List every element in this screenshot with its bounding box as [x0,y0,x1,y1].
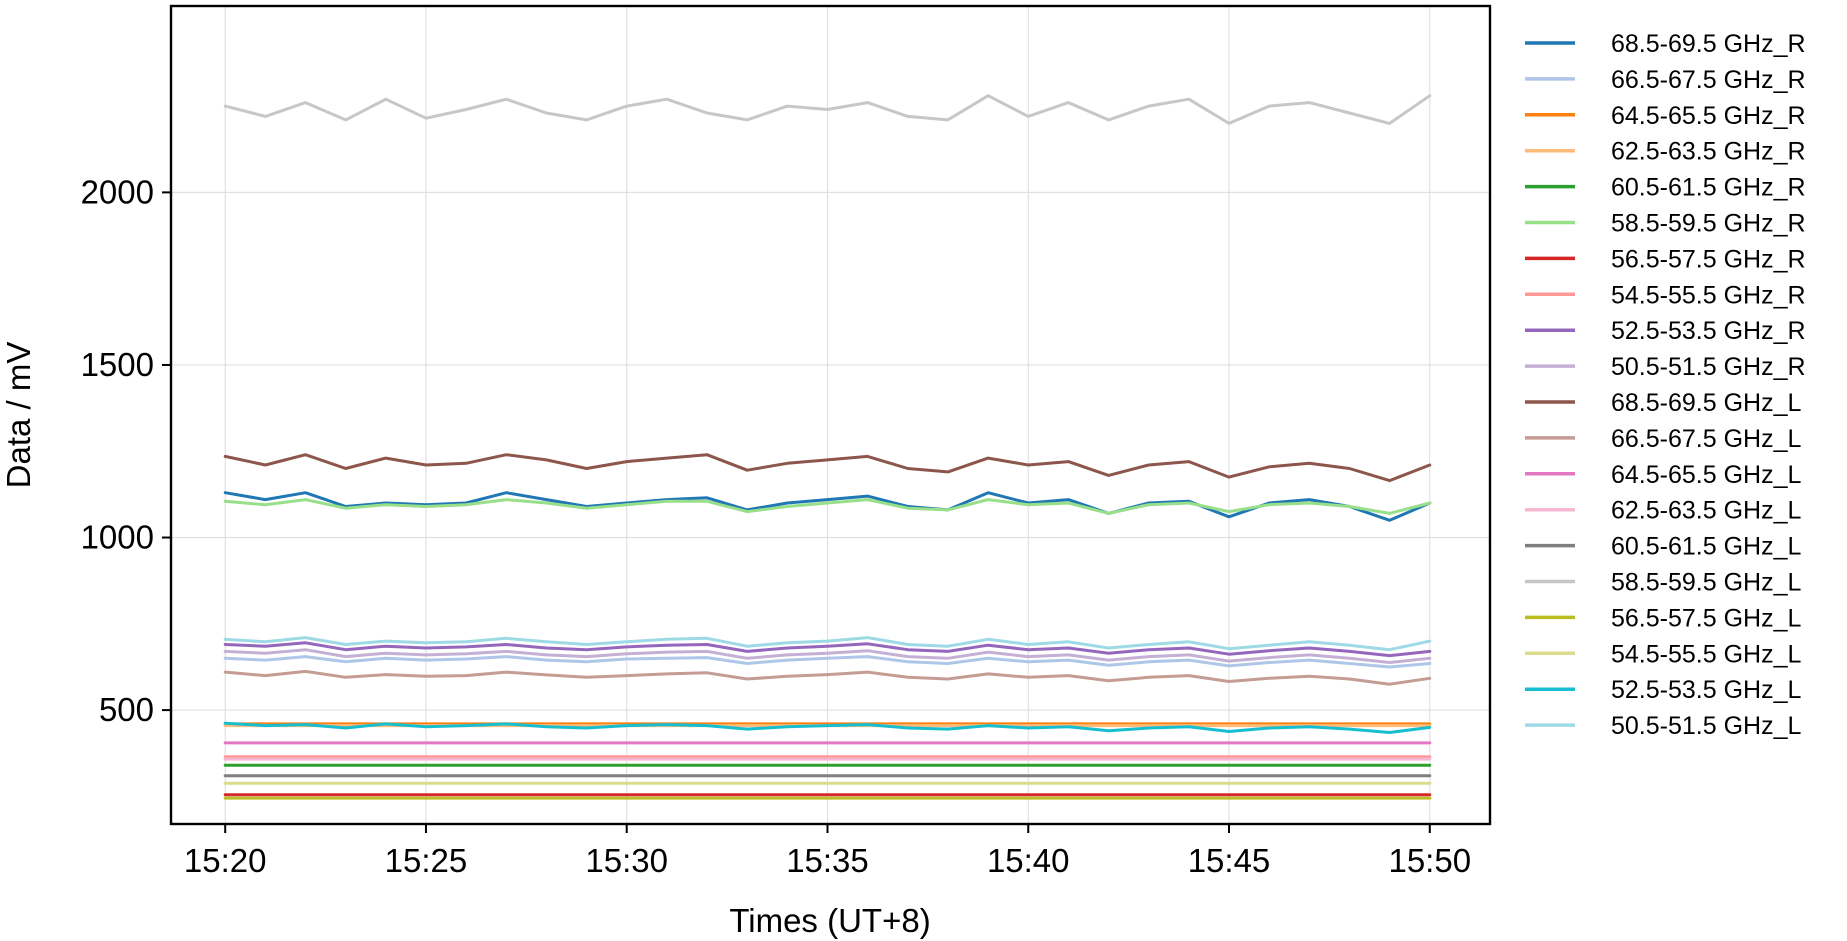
series-lines [223,94,1432,800]
legend-entry-label: 66.5-67.5 GHz_L [1611,425,1801,453]
legend-entry-label: 52.5-53.5 GHz_L [1611,676,1801,704]
legend-entry-label: 58.5-59.5 GHz_R [1611,210,1806,238]
series-line-18 [223,721,1432,734]
y-axis-label: Data / mV [0,342,37,489]
x-tick-label: 15:20 [184,842,267,879]
series-line-15 [223,94,1432,125]
x-tick-label: 15:50 [1388,842,1471,879]
series-line-1 [223,655,1432,669]
legend-entry-label: 68.5-69.5 GHz_L [1611,389,1801,417]
x-axis-label: Times (UT+8) [729,902,930,939]
legend-entry-label: 64.5-65.5 GHz_R [1611,102,1806,130]
legend-entry-label: 54.5-55.5 GHz_R [1611,281,1806,309]
legend-entry-label: 50.5-51.5 GHz_L [1611,712,1801,740]
series-line-19 [223,636,1432,652]
y-tick-label: 1000 [81,519,154,556]
legend-entry-label: 50.5-51.5 GHz_R [1611,353,1806,381]
legend-entry-label: 56.5-57.5 GHz_L [1611,604,1801,632]
legend-entry-label: 52.5-53.5 GHz_R [1611,317,1806,345]
legend-entry-label: 66.5-67.5 GHz_R [1611,66,1806,94]
legend-entry-label: 58.5-59.5 GHz_L [1611,569,1801,597]
legend: 68.5-69.5 GHz_R 66.5-67.5 GHz_R 64.5-65.5 … [1525,30,1806,740]
legend-entry-label: 62.5-63.5 GHz_R [1611,138,1806,166]
legend-entry-label: 54.5-55.5 GHz_L [1611,640,1801,668]
series-line-11 [223,669,1432,686]
x-tick-label: 15:35 [786,842,869,879]
series-line-8 [223,641,1432,658]
legend-entry-label: 64.5-65.5 GHz_L [1611,461,1801,489]
legend-entry-label: 68.5-69.5 GHz_R [1611,30,1806,58]
legend-entry-label: 62.5-63.5 GHz_L [1611,497,1801,525]
axis-ticks: 15:20 15:25 15:30 15:35 15:40 15:45 15:50 500 10… [81,173,1471,879]
plot-frame [169,4,1492,826]
y-tick-label: 2000 [81,173,154,210]
legend-entry-label: 60.5-61.5 GHz_L [1611,533,1801,561]
grid [171,6,1490,824]
series-line-10 [223,453,1432,483]
x-tick-label: 15:25 [385,842,468,879]
y-tick-label: 1500 [81,346,154,383]
x-tick-label: 15:30 [585,842,668,879]
y-tick-label: 500 [99,691,154,728]
series-line-0 [223,491,1432,522]
legend-entry-label: 56.5-57.5 GHz_R [1611,245,1806,273]
legend-entry-label: 60.5-61.5 GHz_R [1611,174,1806,202]
x-tick-label: 15:45 [1188,842,1271,879]
series-line-5 [223,498,1432,515]
series-line-9 [223,648,1432,664]
x-tick-label: 15:40 [987,842,1070,879]
